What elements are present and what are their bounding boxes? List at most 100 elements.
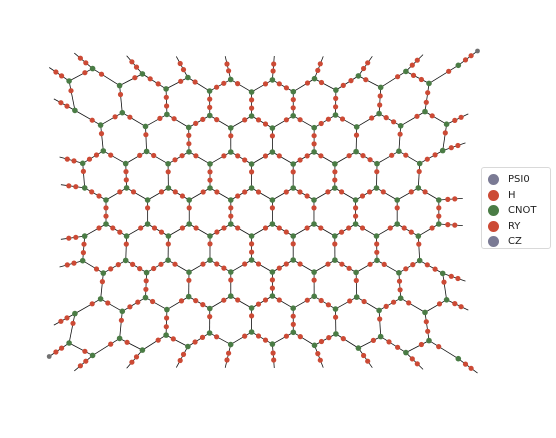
ry-gate-node [304,297,310,303]
h-gate-node [432,266,438,272]
lattice-edge [272,331,294,345]
cnot-gate-node [66,340,72,346]
lattice-edge [293,78,315,92]
cnot-gate-node [206,88,213,94]
lattice-edge [272,223,294,237]
ry-gate-node [132,75,138,81]
lattice-edge [145,126,147,152]
lattice-edge [100,125,104,151]
lattice-edge [82,236,86,261]
ry-gate-node [129,359,135,365]
lattice-edge [442,273,448,300]
cnot-gate-node [332,185,338,191]
input-edge [271,55,275,80]
ry-gate-node [391,299,397,305]
ry-gate-node [82,348,88,354]
ry-gate-node [269,205,275,211]
lattice-edge [419,260,443,274]
h-gate-node [143,286,149,292]
ry-gate-node [221,225,227,231]
lattice-edge [187,332,210,347]
input-edge [126,349,143,369]
h-gate-node [391,119,397,125]
lattice-edge [424,299,447,313]
lattice-edge [68,68,93,82]
cnot-gate-node [116,82,123,89]
ry-gate-node [145,205,151,211]
ry-gate-node [89,301,95,307]
input-edge [446,113,469,125]
ry-gate-node [82,70,88,76]
h-gate-node [395,344,401,350]
ry-gate-node [340,336,346,342]
ry-gate-node [177,60,183,67]
ry-gate-node [408,189,414,195]
ry-gate-node [98,71,105,77]
ry-gate-node [228,277,234,283]
cnot-gate-node [100,270,107,276]
h-gate-node [409,356,415,362]
lattice-edge [68,80,76,111]
cnot-gate-node [376,307,382,314]
h-gate-node [361,65,367,72]
input-edge [358,347,373,368]
ry-gate-node [395,74,401,80]
cnot-gate-node [311,124,318,131]
h-gate-node [226,350,232,356]
ry-gate-node [70,320,76,326]
cnot-gate-node [81,233,88,239]
h-gate-node [397,287,403,293]
ry-gate-node [235,153,241,159]
ry-gate-node [110,225,116,231]
lattice-edge [376,187,398,201]
h-gate-node [117,229,123,235]
ry-gate-node [262,225,269,231]
lattice-edge [105,187,127,201]
h-gate-node [339,229,345,235]
lattice-edge [147,187,169,201]
lattice-edge [378,297,401,311]
h-gate-node [332,177,338,183]
cnot-gate-node [248,305,255,311]
cnot-gate-node [103,221,109,227]
cnot-gate-node [143,148,150,155]
lattice-edge [398,150,420,164]
lattice-edge [400,297,426,313]
cnot-gate-node [269,149,276,155]
input-edge [224,344,232,368]
lattice-edge [209,79,231,92]
h-gate-node [333,104,339,110]
ry-gate-node [297,117,303,123]
ry-gate-node [339,261,345,267]
ry-gate-node [424,262,430,268]
h-gate-node [283,229,289,235]
ry-gate-node [108,152,114,158]
cnot-gate-node [455,62,462,69]
lattice-edge [251,223,273,237]
ry-gate-node [77,55,83,61]
cnot-gate-node [186,221,192,227]
cnot-gate-node [227,76,234,83]
ry-gate-node [81,241,87,247]
cnot-gate-node [97,122,104,128]
lattice-edge [119,73,143,86]
ry-gate-node [147,76,153,82]
ry-gate-node [441,279,447,285]
cnot-gate-node [81,185,88,191]
ry-gate-node [422,189,428,195]
ry-gate-node [386,339,392,345]
ry-gate-node [458,114,464,120]
ry-gate-node [442,130,448,136]
ry-gate-node [414,57,420,63]
ry-gate-node [262,153,269,159]
lattice-edge [418,187,440,201]
input-edge [126,55,143,75]
lattice-edge [92,338,120,356]
lattice-edge [209,332,231,345]
lattice-edge [314,78,337,91]
ry-gate-node [383,115,389,121]
ry-gate-node [436,205,442,211]
cnot-gate-node [79,160,86,167]
ry-gate-node [207,169,213,175]
cnot-gate-node [333,87,339,93]
